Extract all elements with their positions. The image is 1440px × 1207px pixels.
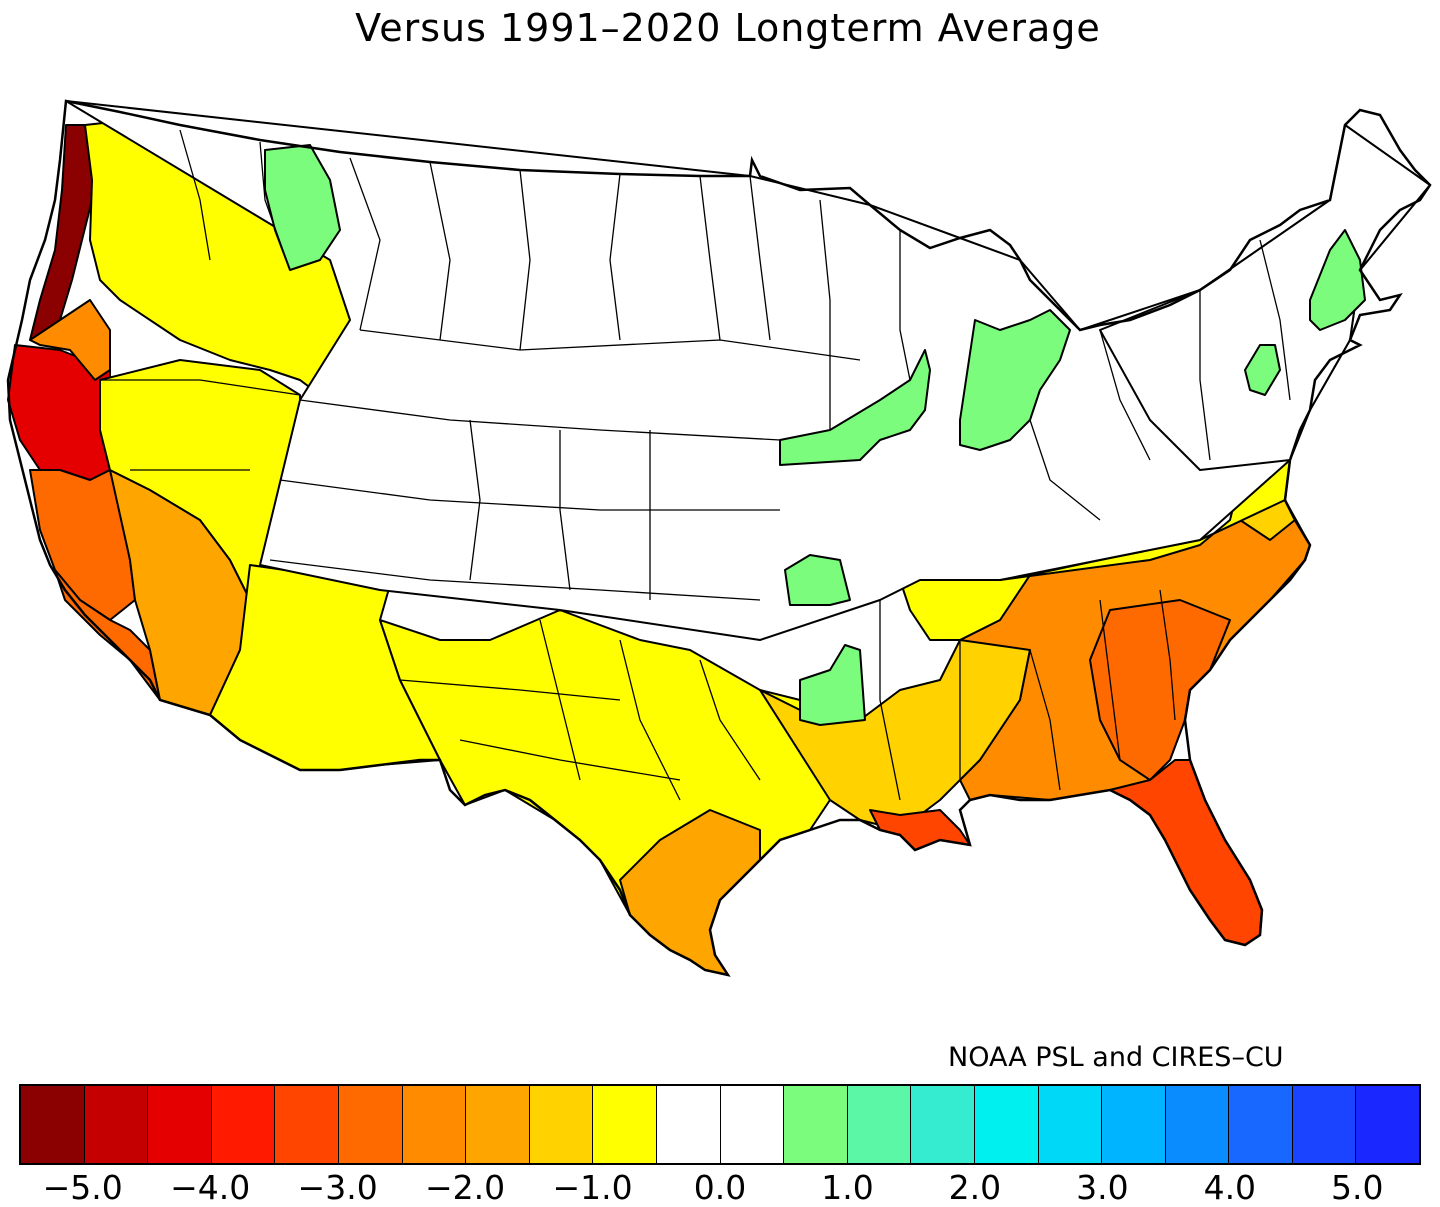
credit-label: NOAA PSL and CIRES–CU [948, 1042, 1284, 1073]
colorbar-tick-label: −3.0 [297, 1168, 378, 1207]
color-swatch [84, 1086, 149, 1163]
color-swatch [656, 1086, 721, 1163]
color-swatch [720, 1086, 785, 1163]
division-border [179, 129, 211, 261]
division-border [359, 329, 861, 361]
region-florida [1109, 759, 1263, 946]
color-swatch [1292, 1086, 1357, 1163]
division-border [559, 430, 571, 591]
color-swatch [466, 1086, 530, 1163]
region-new-england [1309, 229, 1366, 331]
division-border [1099, 599, 1121, 761]
color-swatch [402, 1086, 467, 1163]
division-border [469, 419, 481, 581]
colorbar-tick-label: −4.0 [170, 1168, 251, 1207]
region-indiana-michigan [959, 309, 1071, 451]
region-oregon-coast [29, 299, 111, 381]
colorbar-tick-label: 0.0 [693, 1168, 747, 1207]
division-border [749, 175, 771, 341]
division-border [1029, 649, 1061, 791]
colorbar-tick-label: −1.0 [552, 1168, 633, 1207]
division-border [899, 230, 911, 381]
us-outline [6, 99, 1432, 977]
color-swatch [1229, 1086, 1293, 1163]
color-swatch [974, 1086, 1039, 1163]
color-swatch [1165, 1086, 1230, 1163]
division-border [619, 639, 681, 801]
division-border [1099, 329, 1151, 461]
color-swatch [21, 1086, 85, 1163]
color-swatch [529, 1086, 594, 1163]
colorbar-tick-label: 4.0 [1203, 1168, 1257, 1207]
division-border [879, 600, 901, 801]
colorbar-tick-label: −2.0 [425, 1168, 506, 1207]
division-border [349, 157, 381, 331]
division-border [269, 559, 761, 601]
division-border [1199, 290, 1211, 461]
region-pennsylvania [1244, 344, 1281, 396]
color-swatch [211, 1086, 276, 1163]
division-border [279, 479, 780, 511]
color-swatch [593, 1086, 657, 1163]
region-northeast [1099, 124, 1431, 471]
colorbar-tick-label: 1.0 [821, 1168, 874, 1207]
color-swatch [148, 1086, 212, 1163]
colorbar-tick-label: 3.0 [1076, 1168, 1129, 1207]
color-swatch [1038, 1086, 1103, 1163]
division-border [609, 173, 621, 341]
division-border [259, 141, 291, 271]
division-border [299, 399, 781, 441]
color-swatch [784, 1086, 848, 1163]
colorbar-tick-label: 5.0 [1331, 1168, 1384, 1207]
division-border [100, 379, 301, 396]
colorbar-tick-label: −5.0 [42, 1168, 123, 1207]
division-border [819, 199, 831, 430]
color-swatch [1102, 1086, 1166, 1163]
division-border [1159, 589, 1176, 721]
division-border [519, 169, 531, 351]
region-iowa-illinois [779, 349, 931, 466]
color-swatch [338, 1086, 403, 1163]
division-border [539, 619, 581, 781]
color-swatch [847, 1086, 912, 1163]
region-montana-idaho-pocket [264, 144, 341, 271]
division-border [1029, 419, 1101, 521]
division-border [459, 739, 681, 781]
map-title: Versus 1991–2020 Longterm Average [355, 6, 1101, 50]
colorbar-tick-label: 2.0 [948, 1168, 1002, 1207]
division-border [429, 161, 451, 341]
color-swatch [911, 1086, 975, 1163]
region-georgia-carolinas-coast [1089, 599, 1231, 781]
division-border [399, 679, 621, 701]
region-tennessee [899, 459, 1291, 641]
color-swatch [275, 1086, 339, 1163]
region-arkansas [799, 644, 866, 726]
us-climate-division-map [6, 99, 1432, 977]
color-swatch [1356, 1086, 1420, 1163]
division-border [1259, 239, 1291, 401]
color-scale-bar [19, 1084, 1421, 1165]
division-border [699, 659, 761, 781]
region-missouri [784, 554, 851, 606]
division-border [699, 175, 721, 341]
